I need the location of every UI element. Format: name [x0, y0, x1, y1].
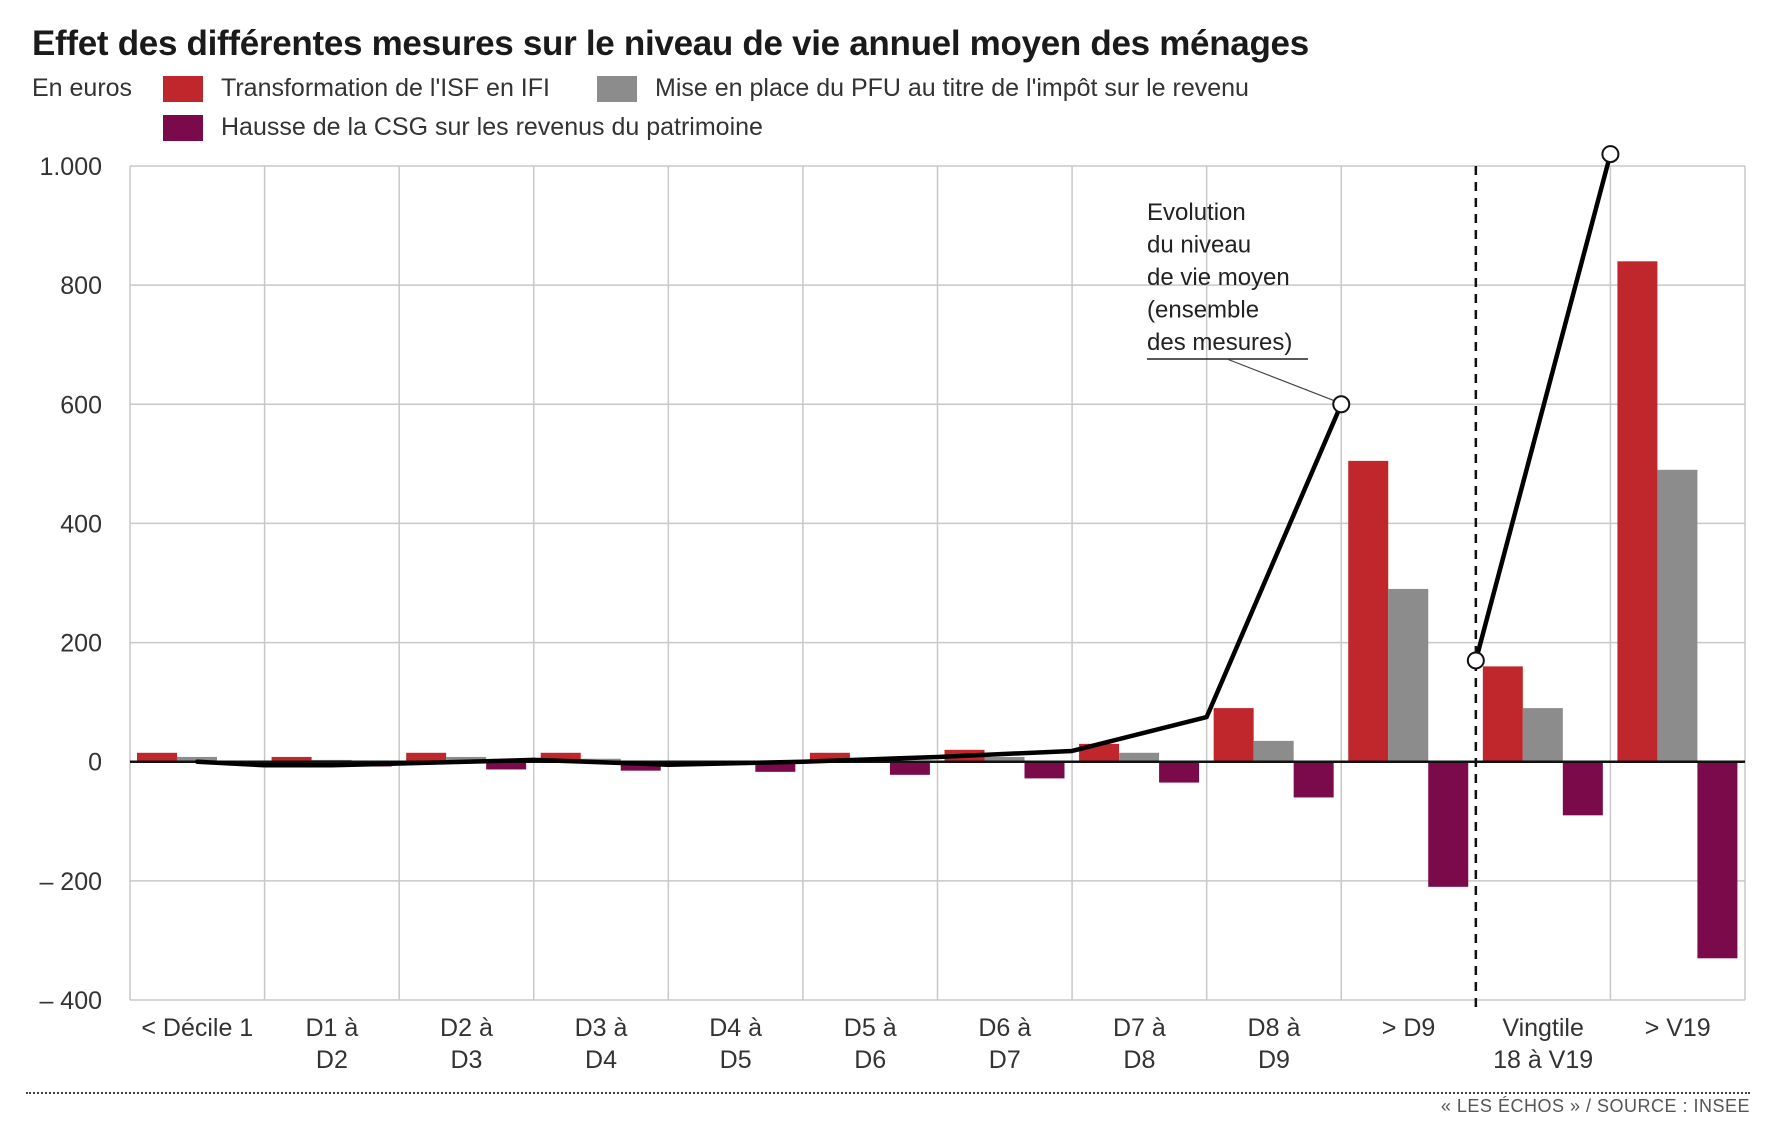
- x-tick-label: D7 à: [1113, 1014, 1166, 1042]
- bar-isf-ifi: [1213, 708, 1254, 762]
- evolution-marker: [1466, 651, 1485, 670]
- bar-pfu: [1253, 740, 1294, 762]
- bar-pfu: [1388, 588, 1429, 762]
- x-tick-label: D8 à: [1248, 1014, 1301, 1042]
- x-tick-label: D4 à: [709, 1014, 762, 1042]
- y-tick-label: 800: [60, 272, 102, 300]
- bar-isf-ifi: [137, 752, 177, 762]
- legend-swatch-pfu: [597, 75, 637, 102]
- bar-csg: [1697, 761, 1738, 959]
- y-tick-label: 400: [60, 510, 102, 538]
- bar-csg: [1428, 761, 1469, 887]
- evolution-marker: [1601, 145, 1620, 164]
- footer-divider: [26, 1092, 1750, 1094]
- legend-label-pfu: Mise en place du PFU au titre de l'impôt…: [655, 74, 1249, 102]
- bar-pfu: [1119, 752, 1160, 762]
- bar-csg: [486, 761, 527, 770]
- x-tick-label: D3 à: [575, 1014, 628, 1042]
- evolution-line: [195, 402, 1344, 768]
- bar-csg: [755, 761, 796, 772]
- bar-isf-ifi: [540, 752, 581, 762]
- x-tick-label: Vingtile: [1502, 1014, 1584, 1042]
- bar-csg: [1562, 761, 1603, 816]
- x-tick-label: D3: [450, 1046, 482, 1074]
- bar-pfu: [177, 756, 217, 762]
- unit-label: En euros: [32, 74, 133, 102]
- x-tick-label: 18 à V19: [1493, 1046, 1593, 1074]
- bar-isf-ifi: [406, 752, 447, 762]
- annotation-text: du niveau: [1147, 232, 1251, 259]
- x-tick-label: D6: [854, 1046, 886, 1074]
- bar-csg: [620, 761, 661, 771]
- bar-isf-ifi: [1348, 460, 1389, 762]
- x-tick-label: D1 à: [305, 1014, 358, 1042]
- legend-swatch-isf-ifi: [163, 75, 203, 102]
- annotation-leader-line: [1226, 358, 1334, 401]
- bar-csg: [1293, 761, 1334, 798]
- bar-csg: [889, 761, 930, 775]
- x-tick-label: D6 à: [978, 1014, 1031, 1042]
- y-tick-label: 200: [60, 630, 102, 658]
- x-tick-label: D4: [585, 1046, 617, 1074]
- annotation-text: (ensemble: [1147, 297, 1259, 324]
- legend-item-csg: Hausse de la CSG sur les revenus du patr…: [163, 113, 763, 142]
- x-tick-label: > V19: [1645, 1014, 1711, 1042]
- chart-title: Effet des différentes mesures sur le niv…: [32, 24, 1309, 63]
- bar-csg: [1159, 761, 1200, 783]
- bar-isf-ifi: [1482, 666, 1523, 762]
- legend-swatch-csg: [163, 114, 203, 141]
- annotation-text: Evolution: [1147, 199, 1246, 226]
- bar-pfu: [446, 756, 487, 762]
- bar-pfu: [1522, 708, 1563, 762]
- bar-pfu: [984, 756, 1025, 762]
- x-tick-label: D7: [989, 1046, 1021, 1074]
- bar-isf-ifi: [809, 752, 850, 762]
- bar-pfu: [1657, 469, 1698, 762]
- legend-label-isf-ifi: Transformation de l'ISF en IFI: [221, 74, 550, 102]
- x-tick-label: > D9: [1382, 1014, 1436, 1042]
- bar-csg: [1024, 761, 1065, 779]
- legend-item-pfu: Mise en place du PFU au titre de l'impôt…: [597, 74, 1249, 103]
- x-tick-label: D9: [1258, 1046, 1290, 1074]
- x-tick-label: D8: [1123, 1046, 1155, 1074]
- x-tick-label: D5: [720, 1046, 752, 1074]
- x-tick-label: D2 à: [440, 1014, 493, 1042]
- annotation-text: de vie moyen: [1147, 264, 1290, 291]
- x-tick-label: D5 à: [844, 1014, 897, 1042]
- x-tick-label: D2: [316, 1046, 348, 1074]
- bar-isf-ifi: [1617, 261, 1658, 762]
- evolution-line: [1473, 151, 1613, 663]
- annotation-text: des mesures): [1147, 329, 1292, 356]
- y-tick-label: – 200: [39, 868, 102, 896]
- y-tick-label: 0: [88, 749, 102, 777]
- legend-label-csg: Hausse de la CSG sur les revenus du patr…: [221, 113, 763, 141]
- y-tick-label: – 400: [39, 987, 102, 1015]
- y-tick-label: 600: [60, 391, 102, 419]
- y-tick-label: 1.000: [39, 153, 102, 181]
- bar-isf-ifi: [271, 756, 312, 762]
- legend-item-isf-ifi: Transformation de l'ISF en IFI: [163, 74, 550, 103]
- x-tick-label: < Décile 1: [141, 1014, 253, 1042]
- source-credit: « LES ÉCHOS » / SOURCE : INSEE: [1440, 1096, 1750, 1116]
- evolution-marker: [1332, 395, 1351, 414]
